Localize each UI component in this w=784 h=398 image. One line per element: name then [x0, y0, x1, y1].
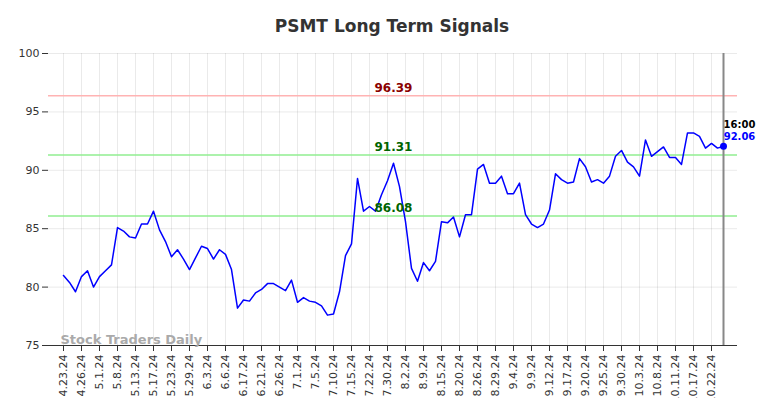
svg-text:9.9.24: 9.9.24: [525, 355, 538, 390]
svg-text:5.29.24: 5.29.24: [183, 355, 196, 397]
svg-text:6.21.24: 6.21.24: [255, 355, 268, 397]
svg-text:5.23.24: 5.23.24: [165, 355, 178, 397]
svg-text:5.1.24: 5.1.24: [93, 355, 106, 390]
svg-text:10.22.24: 10.22.24: [705, 354, 718, 398]
svg-text:10.3.24: 10.3.24: [633, 355, 646, 397]
svg-text:75: 75: [26, 339, 40, 352]
svg-text:5.8.24: 5.8.24: [111, 355, 124, 390]
svg-text:91.31: 91.31: [375, 140, 413, 154]
svg-text:9.20.24: 9.20.24: [579, 355, 592, 397]
svg-text:4.26.24: 4.26.24: [75, 355, 88, 397]
svg-text:6.6.24: 6.6.24: [219, 355, 232, 390]
svg-text:10.17.24: 10.17.24: [687, 354, 700, 398]
svg-text:7.10.24: 7.10.24: [327, 355, 340, 397]
svg-text:8.9.24: 8.9.24: [417, 355, 430, 390]
svg-text:6.3.24: 6.3.24: [201, 355, 214, 390]
svg-text:10.11.24: 10.11.24: [669, 354, 682, 398]
svg-text:5.13.24: 5.13.24: [129, 355, 142, 397]
svg-text:Stock Traders Daily: Stock Traders Daily: [61, 332, 203, 347]
html-text:PSMT Long Term Signals: PSMT Long Term Signals: [274, 16, 510, 36]
svg-text:80: 80: [26, 281, 40, 294]
svg-text:8.20.24: 8.20.24: [453, 355, 466, 397]
svg-text:92.06: 92.06: [724, 131, 756, 142]
svg-text:7.1.24: 7.1.24: [291, 355, 304, 390]
svg-text:6.17.24: 6.17.24: [237, 355, 250, 397]
svg-text:8.26.24: 8.26.24: [471, 355, 484, 397]
svg-text:16:00: 16:00: [724, 119, 756, 130]
svg-text:8.29.24: 8.29.24: [489, 355, 502, 397]
svg-text:9.30.24: 9.30.24: [615, 355, 628, 397]
svg-text:10.8.24: 10.8.24: [651, 355, 664, 397]
svg-text:85: 85: [26, 222, 40, 235]
svg-text:90: 90: [26, 164, 40, 177]
svg-text:86.08: 86.08: [375, 201, 413, 215]
svg-text:96.39: 96.39: [375, 81, 413, 95]
svg-text:100: 100: [19, 47, 40, 60]
svg-text:9.25.24: 9.25.24: [597, 355, 610, 397]
svg-text:7.15.24: 7.15.24: [345, 355, 358, 397]
svg-text:4.23.24: 4.23.24: [57, 355, 70, 397]
svg-text:8.15.24: 8.15.24: [435, 355, 448, 397]
svg-text:5.17.24: 5.17.24: [147, 355, 160, 397]
svg-text:6.26.24: 6.26.24: [273, 355, 286, 397]
svg-text:7.30.24: 7.30.24: [381, 355, 394, 397]
svg-text:7.5.24: 7.5.24: [309, 355, 322, 390]
svg-text:9.12.24: 9.12.24: [543, 355, 556, 397]
svg-text:7.22.24: 7.22.24: [363, 355, 376, 397]
svg-text:9.4.24: 9.4.24: [507, 355, 520, 390]
svg-text:9.17.24: 9.17.24: [561, 355, 574, 397]
svg-text:8.2.24: 8.2.24: [399, 355, 412, 390]
svg-text:95: 95: [26, 105, 40, 118]
